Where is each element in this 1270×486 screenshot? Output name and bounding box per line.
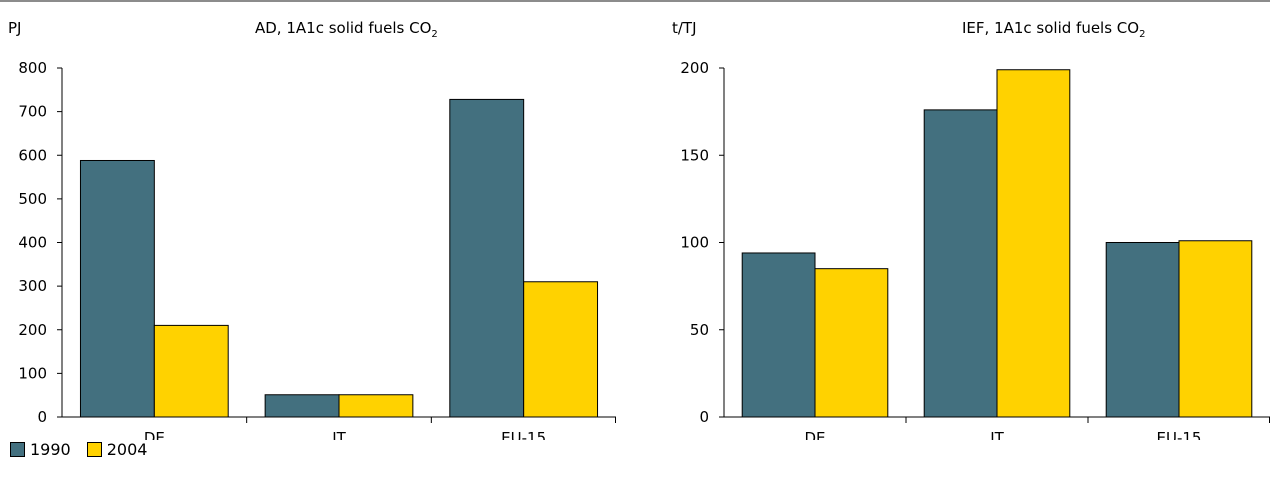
chart1-bar-de-1990 <box>79 159 155 418</box>
chart2-bar-de-1990 <box>741 252 816 418</box>
chart1-bar-eu-15-1990 <box>449 98 525 418</box>
legend-item-1990: 1990 <box>10 440 71 459</box>
chart1-y-tick-label: 100 <box>18 364 47 382</box>
chart2-bar-de-2004 <box>814 268 889 418</box>
chart1-y-tick-label: 500 <box>18 190 47 208</box>
chart2-y-tick-label: 150 <box>680 146 709 164</box>
chart1-y-tick-label: 0 <box>37 408 47 426</box>
chart1-x-tick-label: EU-15 <box>501 429 546 440</box>
chart2-x-tick-label: DE <box>804 429 825 440</box>
chart1-y-tick-label: 400 <box>18 234 47 252</box>
chart1-y-tick-label: 600 <box>18 146 47 164</box>
chart2-y-tick-label: 100 <box>680 234 709 252</box>
chart1-y-tick-label: 300 <box>18 277 47 295</box>
chart1-y-tick-label: 200 <box>18 321 47 339</box>
legend: 1990 2004 <box>10 440 163 459</box>
chart1-x-tick-label: IT <box>332 429 346 440</box>
chart1-bar-it-2004 <box>338 394 414 418</box>
chart2-x-tick-label: EU-15 <box>1157 429 1202 440</box>
legend-label-2004: 2004 <box>106 440 148 459</box>
chart-implied-emission-factor: t/TJ IEF, 1A1c solid fuels CO2 0 50 100 150 20… <box>672 19 1270 440</box>
chart1-bar-eu-15-2004 <box>523 281 599 418</box>
legend-label-1990: 1990 <box>30 440 71 459</box>
chart2-title: IEF, 1A1c solid fuels CO2 <box>962 19 1145 40</box>
chart2-bar-eu-15-2004 <box>1178 240 1253 418</box>
chart1-y-tick-label: 800 <box>18 59 47 77</box>
legend-swatch-2004 <box>86 442 102 457</box>
chart1-y-tick-label: 700 <box>18 103 47 121</box>
chart2-x-tick-label: IT <box>990 429 1004 440</box>
chart1-title: AD, 1A1c solid fuels CO2 <box>255 19 438 40</box>
chart2-bar-it-2004 <box>996 69 1071 418</box>
legend-item-2004: 2004 <box>86 440 148 459</box>
legend-swatch-1990 <box>10 442 25 457</box>
chart2-title-subscript: 2 <box>1139 29 1145 40</box>
chart2-bar-it-1990 <box>923 109 998 418</box>
chart2-y-tick-label: 0 <box>699 408 709 426</box>
chart1-x-tick-label: DE <box>144 429 165 440</box>
chart1-bar-de-2004 <box>153 324 229 418</box>
chart2-y-tick-label: 50 <box>690 321 709 339</box>
chart1-y-axis-unit: PJ <box>8 19 21 37</box>
chart-activity-data: PJ AD, 1A1c solid fuels CO2 0 100 200 300 400 5… <box>8 19 616 440</box>
chart2-y-tick-label: 200 <box>680 59 709 77</box>
chart1-title-subscript: 2 <box>431 29 437 40</box>
top-rule <box>0 0 1270 2</box>
chart2-y-axis-unit: t/TJ <box>672 19 697 37</box>
chart2-bar-eu-15-1990 <box>1105 242 1180 418</box>
